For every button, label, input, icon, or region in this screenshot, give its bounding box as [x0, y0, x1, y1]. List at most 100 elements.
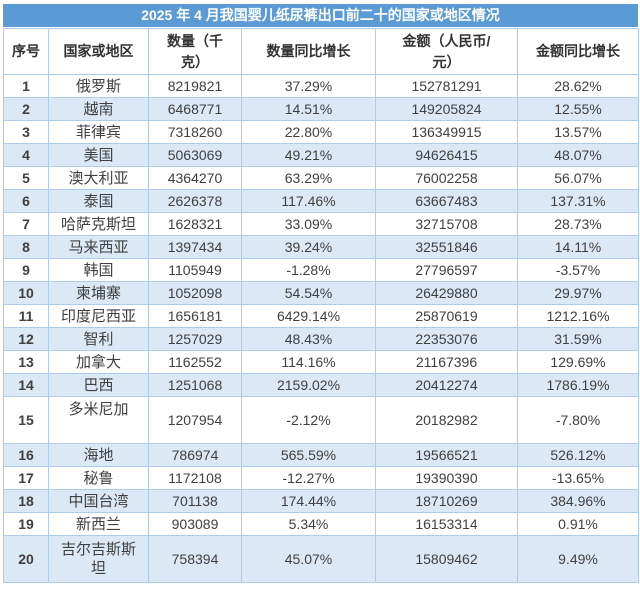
amount-cell: 76002258 — [375, 166, 518, 190]
header-row: 序号 国家或地区 数量（千克） 数量同比增长 金额（人民币/元） 金额同比增长 — [3, 28, 639, 75]
quantity-cell: 701138 — [148, 489, 242, 513]
table-row: 12 智利 1257029 48.43% 22353076 31.59% — [3, 327, 639, 351]
quantity-cell: 758394 — [148, 535, 242, 583]
quantity-growth-cell: 37.29% — [241, 74, 376, 98]
country-cell: 柬埔寨 — [48, 281, 149, 305]
quantity-cell: 1656181 — [148, 304, 242, 328]
country-cell: 哈萨克斯坦 — [48, 212, 149, 236]
quantity-cell: 1251068 — [148, 373, 242, 397]
rank-cell: 20 — [3, 535, 49, 583]
country-cell: 越南 — [48, 97, 149, 121]
amount-growth-cell: 29.97% — [517, 281, 639, 305]
amount-cell: 32715708 — [375, 212, 518, 236]
country-cell: 美国 — [48, 143, 149, 167]
rank-cell: 3 — [3, 120, 49, 144]
rank-cell: 6 — [3, 189, 49, 213]
rank-cell: 13 — [3, 350, 49, 374]
table-row: 3 菲律宾 7318260 22.80% 136349915 13.57% — [3, 120, 639, 144]
column-header-quantity: 数量（千克） — [148, 28, 242, 75]
quantity-growth-cell: 565.59% — [241, 443, 376, 467]
country-cell: 新西兰 — [48, 512, 149, 536]
amount-growth-cell: 14.11% — [517, 235, 639, 259]
table-row: 15 多米尼加 1207954 -2.12% 20182982 -7.80% — [3, 396, 639, 444]
rank-cell: 5 — [3, 166, 49, 190]
amount-growth-cell: 9.49% — [517, 535, 639, 583]
quantity-growth-cell: 5.34% — [241, 512, 376, 536]
table-header: 序号 国家或地区 数量（千克） 数量同比增长 金额（人民币/元） 金额同比增长 — [3, 28, 639, 75]
table-row: 18 中国台湾 701138 174.44% 18710269 384.96% — [3, 489, 639, 513]
quantity-growth-cell: -2.12% — [241, 396, 376, 444]
table-row: 9 韩国 1105949 -1.28% 27796597 -3.57% — [3, 258, 639, 282]
rank-cell: 17 — [3, 466, 49, 490]
table-row: 10 柬埔寨 1052098 54.54% 26429880 29.97% — [3, 281, 639, 305]
rank-cell: 10 — [3, 281, 49, 305]
quantity-cell: 6468771 — [148, 97, 242, 121]
rank-cell: 9 — [3, 258, 49, 282]
country-cell: 马来西亚 — [48, 235, 149, 259]
quantity-cell: 1397434 — [148, 235, 242, 259]
table-row: 4 美国 5063069 49.21% 94626415 48.07% — [3, 143, 639, 167]
column-header-country: 国家或地区 — [48, 28, 149, 75]
rank-cell: 14 — [3, 373, 49, 397]
amount-growth-cell: 28.73% — [517, 212, 639, 236]
table-row: 7 哈萨克斯坦 1628321 33.09% 32715708 28.73% — [3, 212, 639, 236]
amount-growth-cell: 129.69% — [517, 350, 639, 374]
table-row: 11 印度尼西亚 1656181 6429.14% 25870619 1212.16% — [3, 304, 639, 328]
country-cell: 澳大利亚 — [48, 166, 149, 190]
quantity-growth-cell: 2159.02% — [241, 373, 376, 397]
table-row: 17 秘鲁 1172108 -12.27% 19390390 -13.65% — [3, 466, 639, 490]
table-row: 1 俄罗斯 8219821 37.29% 152781291 28.62% — [3, 74, 639, 98]
column-header-amount-growth: 金额同比增长 — [517, 28, 639, 75]
amount-cell: 15809462 — [375, 535, 518, 583]
rank-cell: 19 — [3, 512, 49, 536]
rank-cell: 8 — [3, 235, 49, 259]
rank-cell: 2 — [3, 97, 49, 121]
quantity-cell: 1162552 — [148, 350, 242, 374]
amount-cell: 63667483 — [375, 189, 518, 213]
rank-cell: 1 — [3, 74, 49, 98]
country-cell: 印度尼西亚 — [48, 304, 149, 328]
quantity-growth-cell: 63.29% — [241, 166, 376, 190]
amount-growth-cell: 1786.19% — [517, 373, 639, 397]
amount-growth-cell: -13.65% — [517, 466, 639, 490]
country-cell: 吉尔吉斯斯坦 — [48, 535, 149, 583]
table-row: 14 巴西 1251068 2159.02% 20412274 1786.19% — [3, 373, 639, 397]
export-table: 序号 国家或地区 数量（千克） 数量同比增长 金额（人民币/元） 金额同比增长 … — [3, 28, 639, 583]
table-row: 2 越南 6468771 14.51% 149205824 12.55% — [3, 97, 639, 121]
quantity-growth-cell: -1.28% — [241, 258, 376, 282]
rank-cell: 7 — [3, 212, 49, 236]
amount-cell: 27796597 — [375, 258, 518, 282]
rank-cell: 11 — [3, 304, 49, 328]
amount-cell: 19390390 — [375, 466, 518, 490]
country-cell: 秘鲁 — [48, 466, 149, 490]
quantity-cell: 2626378 — [148, 189, 242, 213]
quantity-growth-cell: 49.21% — [241, 143, 376, 167]
country-cell: 泰国 — [48, 189, 149, 213]
quantity-cell: 1207954 — [148, 396, 242, 444]
amount-growth-cell: 137.31% — [517, 189, 639, 213]
quantity-cell: 4364270 — [148, 166, 242, 190]
quantity-growth-cell: 39.24% — [241, 235, 376, 259]
quantity-growth-cell: 48.43% — [241, 327, 376, 351]
table-row: 13 加拿大 1162552 114.16% 21167396 129.69% — [3, 350, 639, 374]
amount-growth-cell: 48.07% — [517, 143, 639, 167]
quantity-growth-cell: 114.16% — [241, 350, 376, 374]
amount-cell: 136349915 — [375, 120, 518, 144]
amount-cell: 149205824 — [375, 97, 518, 121]
amount-growth-cell: 526.12% — [517, 443, 639, 467]
table-row: 6 泰国 2626378 117.46% 63667483 137.31% — [3, 189, 639, 213]
amount-cell: 32551846 — [375, 235, 518, 259]
amount-cell: 22353076 — [375, 327, 518, 351]
country-cell: 俄罗斯 — [48, 74, 149, 98]
quantity-growth-cell: 117.46% — [241, 189, 376, 213]
rank-cell: 16 — [3, 443, 49, 467]
quantity-cell: 1052098 — [148, 281, 242, 305]
amount-cell: 20182982 — [375, 396, 518, 444]
column-header-quantity-growth: 数量同比增长 — [241, 28, 376, 75]
column-header-amount: 金额（人民币/元） — [375, 28, 518, 75]
quantity-cell: 8219821 — [148, 74, 242, 98]
quantity-growth-cell: -12.27% — [241, 466, 376, 490]
amount-growth-cell: 1212.16% — [517, 304, 639, 328]
quantity-cell: 1172108 — [148, 466, 242, 490]
